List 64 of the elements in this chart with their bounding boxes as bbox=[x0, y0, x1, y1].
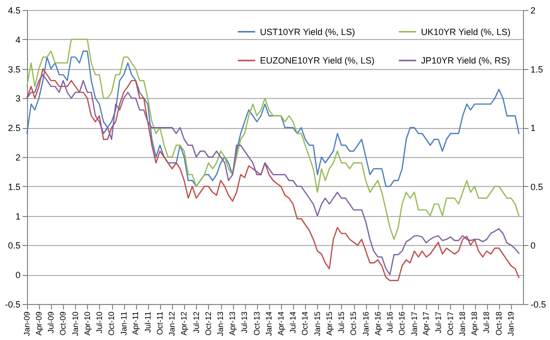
x-tick-label: Jul-12 bbox=[192, 310, 201, 334]
x-tick-label: Jan-09 bbox=[22, 310, 32, 336]
x-tick-label: Apr-18 bbox=[470, 310, 480, 336]
y2-tick-label: 0.5 bbox=[530, 182, 544, 192]
x-tick-label: Apr-09 bbox=[34, 310, 44, 336]
line-series bbox=[26, 50, 520, 187]
legend-label: UK10YR Yield (%, LS) bbox=[421, 26, 511, 37]
x-tick-label: Jan-18 bbox=[458, 310, 468, 336]
x-tick-label: Jul-18 bbox=[482, 310, 492, 334]
x-tick-label: Jul-11 bbox=[143, 310, 152, 333]
y-tick-label: 1.5 bbox=[8, 182, 20, 192]
x-tick-label: Oct-16 bbox=[398, 310, 407, 336]
x-tick-label: Oct-10 bbox=[107, 310, 116, 336]
x-tick-label: Oct-17 bbox=[446, 310, 455, 336]
x-tick-label: Jan-19 bbox=[506, 310, 516, 336]
x-tick-label: Apr-11 bbox=[131, 310, 140, 335]
x-tick-label: Apr-17 bbox=[422, 310, 431, 336]
x-tick-label: Apr-12 bbox=[180, 310, 189, 336]
x-tick-label: Apr-14 bbox=[276, 310, 286, 336]
x-tick-label: Jul-17 bbox=[434, 310, 443, 334]
x-tick-label: Oct-13 bbox=[252, 310, 262, 336]
x-tick-label: Apr-13 bbox=[228, 310, 238, 336]
x-tick-label: Oct-18 bbox=[494, 310, 504, 336]
x-tick-label: Oct-11 bbox=[155, 310, 164, 335]
x-tick-label: Jan-13 bbox=[216, 310, 226, 336]
y2-tick-label: 1 bbox=[530, 123, 536, 134]
y-tick-label: 4 bbox=[15, 34, 20, 45]
y2-tick-label: 1.5 bbox=[530, 64, 544, 74]
x-tick-label: Oct-15 bbox=[349, 310, 358, 336]
y2-tick-label: 2 bbox=[530, 6, 536, 16]
x-tick-label: Apr-15 bbox=[324, 310, 334, 336]
x-tick-label: Jan-17 bbox=[410, 310, 419, 336]
x-tick-label: Jul-10 bbox=[94, 310, 104, 334]
x-tick-label: Jul-14 bbox=[288, 310, 298, 334]
y2-tick-label: 0 bbox=[530, 240, 536, 251]
y-tick-label: 2 bbox=[15, 152, 20, 162]
x-tick-label: Jan-15 bbox=[312, 310, 322, 336]
x-tick-label: Oct-12 bbox=[204, 310, 213, 336]
x-tick-label: Oct-09 bbox=[58, 310, 68, 336]
y2-tick-label: -0.5 bbox=[530, 300, 546, 310]
legend-label: UST10YR Yield (%, LS) bbox=[260, 26, 356, 37]
legend-label: EUZONE10YR Yield (%, LS) bbox=[260, 56, 375, 66]
x-tick-label: Jan-14 bbox=[264, 310, 274, 336]
line-series bbox=[26, 38, 520, 240]
x-tick-label: Apr-16 bbox=[373, 310, 382, 336]
y-tick-label: 3 bbox=[15, 94, 20, 104]
y-tick-label: 4.5 bbox=[8, 6, 20, 16]
y-tick-label: -0.5 bbox=[4, 300, 20, 310]
y-tick-label: 3.5 bbox=[8, 64, 20, 74]
x-tick-label: Oct-14 bbox=[300, 310, 310, 336]
y-tick-label: 1 bbox=[15, 211, 20, 222]
y-tick-label: 0.5 bbox=[8, 240, 20, 251]
x-tick-label: Jul-09 bbox=[46, 310, 56, 334]
y-tick-label: 0 bbox=[15, 270, 20, 280]
x-tick-label: Jul-15 bbox=[336, 310, 346, 334]
x-tick-label: Jan-16 bbox=[361, 310, 370, 336]
y-tick-label: 2.5 bbox=[8, 123, 20, 134]
x-tick-label: Apr-10 bbox=[82, 310, 92, 336]
x-tick-label: Jan-12 bbox=[168, 310, 177, 336]
x-tick-label: Jul-13 bbox=[240, 310, 250, 334]
x-tick-label: Jan-10 bbox=[70, 310, 80, 336]
x-tick-label: Jan-11 bbox=[119, 310, 128, 336]
x-tick-label: Jul-16 bbox=[385, 310, 394, 334]
legend-label: JP10YR Yield (%, RS) bbox=[421, 56, 510, 66]
